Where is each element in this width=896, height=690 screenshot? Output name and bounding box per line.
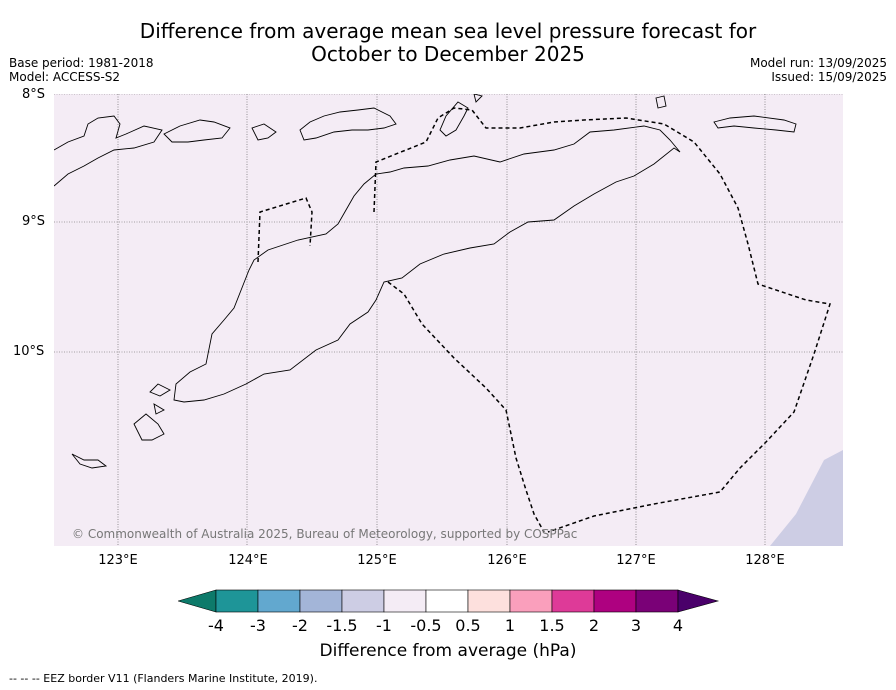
sabu-island <box>133 413 165 441</box>
alor-island <box>299 107 397 141</box>
colorbar-cell-high-extend <box>677 589 720 613</box>
colorbar-cell-6 <box>425 589 469 613</box>
colorbar-label: 1.5 <box>539 616 565 635</box>
colorbar-cell-2 <box>257 589 301 613</box>
semau-island <box>153 403 165 415</box>
eez-border-north <box>257 197 313 263</box>
colorbar-label: -1 <box>376 616 392 635</box>
title-line-1: Difference from average mean sea level p… <box>139 19 757 43</box>
eez-border-main <box>373 107 831 533</box>
colorbar-label: 0.5 <box>455 616 481 635</box>
base-period: Base period: 1981-2018 <box>9 56 154 70</box>
rote-island <box>149 383 171 397</box>
wetar-island <box>713 115 797 133</box>
colorbar-cell-7 <box>467 589 511 613</box>
lon-label-125e: 125°E <box>357 553 397 568</box>
colorbar-title: Difference from average (hPa) <box>319 641 577 661</box>
colorbar-cell-4 <box>341 589 385 613</box>
colorbar-label: -2 <box>292 616 308 635</box>
meta-right: Model run: 13/09/2025 Issued: 15/09/2025 <box>750 56 887 84</box>
lon-label-124e: 124°E <box>228 553 268 568</box>
lat-label-9s: 9°S <box>22 214 46 229</box>
map-background <box>54 94 843 546</box>
gridlines <box>54 94 843 546</box>
colorbar-cell-5 <box>383 589 427 613</box>
colorbar-cell-3 <box>299 589 343 613</box>
lat-label-10s: 10°S <box>13 344 45 359</box>
colorbar-cell-1 <box>215 589 259 613</box>
eez-footnote: -- -- -- EEZ border V11 (Flanders Marine… <box>9 672 318 685</box>
lon-label-127e: 127°E <box>616 553 656 568</box>
colorbar-label: -0.5 <box>410 616 442 635</box>
colorbar <box>178 589 720 613</box>
colorbar-label: 2 <box>588 616 600 635</box>
colorbar-cell-10 <box>593 589 637 613</box>
colorbar-label: 3 <box>630 616 642 635</box>
low-pressure-area <box>770 450 843 546</box>
colorbar-cell-11 <box>635 589 679 613</box>
map-title: Difference from average mean sea level p… <box>0 20 896 66</box>
eez-border-west <box>387 281 545 533</box>
lon-label-128e: 128°E <box>745 553 785 568</box>
title-line-2: October to December 2025 <box>311 42 585 66</box>
copyright-notice: © Commonwealth of Australia 2025, Bureau… <box>72 527 578 541</box>
meta-left: Base period: 1981-2018 Model: ACCESS-S2 <box>9 56 154 84</box>
pantar-island <box>251 123 277 141</box>
issued-date: Issued: 15/09/2025 <box>771 70 887 84</box>
colorbar-cell-low-extend <box>178 589 217 613</box>
lon-label-123e: 123°E <box>98 553 138 568</box>
sawu-coast <box>71 453 108 469</box>
colorbar-label: 4 <box>672 616 684 635</box>
colorbar-cell-8 <box>509 589 553 613</box>
small-island-1 <box>655 95 667 109</box>
map-panel <box>54 94 843 546</box>
lembata-island <box>163 119 231 143</box>
timor-coastline <box>173 125 681 403</box>
colorbar-label: -1.5 <box>326 616 358 635</box>
flores-east-coast <box>54 115 163 187</box>
colorbar-label: -3 <box>250 616 266 635</box>
model-name: Model: ACCESS-S2 <box>9 70 121 84</box>
model-run: Model run: 13/09/2025 <box>749 56 887 70</box>
colorbar-label: -4 <box>208 616 224 635</box>
colorbar-label: 1 <box>504 616 516 635</box>
lon-label-126e: 126°E <box>487 553 527 568</box>
small-island-2 <box>473 94 483 103</box>
colorbar-cell-9 <box>551 589 595 613</box>
lat-label-8s: 8°S <box>22 87 46 102</box>
